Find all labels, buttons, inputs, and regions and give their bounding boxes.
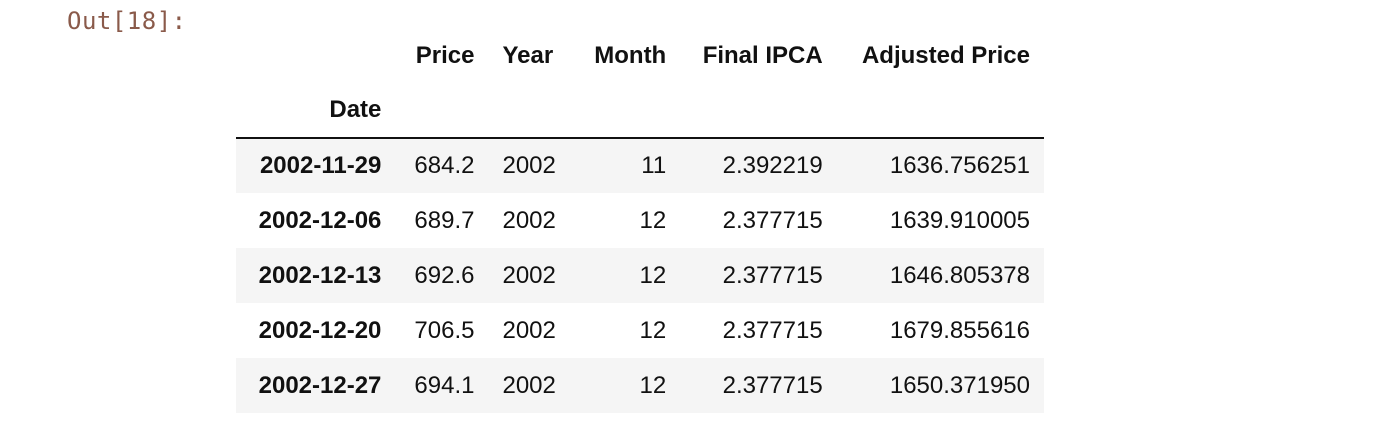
cell-price: 694.1	[414, 371, 475, 399]
column-header-year: Year	[502, 41, 554, 69]
cell-price: 684.2	[414, 152, 475, 179]
table-row: 2002-12-20 706.5 2002 12 2.377715 1679.8…	[236, 303, 1044, 358]
table-header: Price Year Month Final IPCA Adjusted Pri…	[236, 28, 1044, 139]
row-index-date: 2002-12-20	[258, 316, 382, 344]
column-header-row: Price Year Month Final IPCA Adjusted Pri…	[236, 28, 1044, 83]
cell-price: 692.6	[414, 261, 475, 289]
cell-final-ipca: 2.392219	[722, 152, 823, 179]
cell-year: 2002	[502, 152, 556, 179]
cell-adjusted-price: 1636.756251	[889, 152, 1030, 179]
column-header-final-ipca: Final IPCA	[702, 41, 823, 69]
cell-final-ipca: 2.377715	[722, 371, 823, 399]
empty-header-cell	[395, 83, 489, 139]
table-body: 2002-11-29 684.2 2002 11 2.392219 1636.7…	[236, 138, 1044, 413]
empty-header-cell	[680, 83, 837, 139]
row-index-date: 2002-11-29	[259, 152, 382, 179]
dataframe-container: Price Year Month Final IPCA Adjusted Pri…	[236, 28, 1044, 413]
index-corner-cell	[236, 28, 395, 83]
empty-header-cell	[836, 83, 1044, 139]
cell-price: 706.5	[414, 316, 475, 344]
cell-year: 2002	[502, 316, 556, 344]
cell-month: 11	[641, 152, 667, 179]
table-row: 2002-12-13 692.6 2002 12 2.377715 1646.8…	[236, 248, 1044, 303]
cell-adjusted-price: 1679.855616	[889, 316, 1030, 344]
table-row: 2002-11-29 684.2 2002 11 2.392219 1636.7…	[236, 138, 1044, 193]
column-header-price: Price	[415, 41, 475, 69]
cell-month: 12	[639, 261, 667, 289]
table-row: 2002-12-06 689.7 2002 12 2.377715 1639.9…	[236, 193, 1044, 248]
cell-price: 689.7	[414, 206, 475, 234]
row-index-date: 2002-12-13	[258, 261, 382, 289]
cell-year: 2002	[502, 371, 556, 399]
cell-adjusted-price: 1639.910005	[889, 206, 1030, 234]
column-header-adjusted-price: Adjusted Price	[861, 41, 1030, 69]
column-header-month: Month	[594, 41, 667, 69]
dataframe-table: Price Year Month Final IPCA Adjusted Pri…	[236, 28, 1044, 413]
index-name-row: Date	[236, 83, 1044, 139]
cell-adjusted-price: 1646.805378	[889, 261, 1030, 289]
cell-final-ipca: 2.377715	[722, 261, 823, 289]
empty-header-cell	[488, 83, 575, 139]
cell-year: 2002	[502, 261, 556, 289]
row-index-date: 2002-12-27	[258, 371, 382, 399]
cell-month: 12	[639, 206, 667, 234]
table-row: 2002-12-27 694.1 2002 12 2.377715 1650.3…	[236, 358, 1044, 413]
cell-final-ipca: 2.377715	[722, 206, 823, 234]
output-prompt: Out[18]:	[67, 7, 187, 35]
cell-month: 12	[639, 316, 667, 344]
empty-header-cell	[574, 83, 681, 139]
cell-year: 2002	[502, 206, 556, 234]
row-index-date: 2002-12-06	[258, 206, 382, 234]
cell-adjusted-price: 1650.371950	[889, 371, 1030, 399]
index-name-header: Date	[236, 83, 396, 139]
cell-final-ipca: 2.377715	[722, 316, 823, 344]
cell-month: 12	[639, 371, 667, 399]
